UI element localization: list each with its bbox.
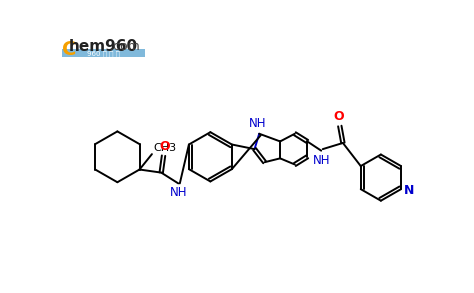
Text: O: O [159,139,170,153]
Text: NH: NH [312,154,330,167]
Text: NH: NH [170,186,187,200]
Text: O: O [334,110,344,123]
Text: hem960: hem960 [69,39,137,54]
Text: 960 化 工 网: 960 化 工 网 [87,50,120,57]
FancyBboxPatch shape [62,49,145,57]
Text: NH: NH [249,117,266,130]
Text: CH3: CH3 [154,143,177,153]
Text: .com: .com [109,40,140,53]
Text: N: N [404,184,414,197]
Text: C: C [62,40,76,59]
